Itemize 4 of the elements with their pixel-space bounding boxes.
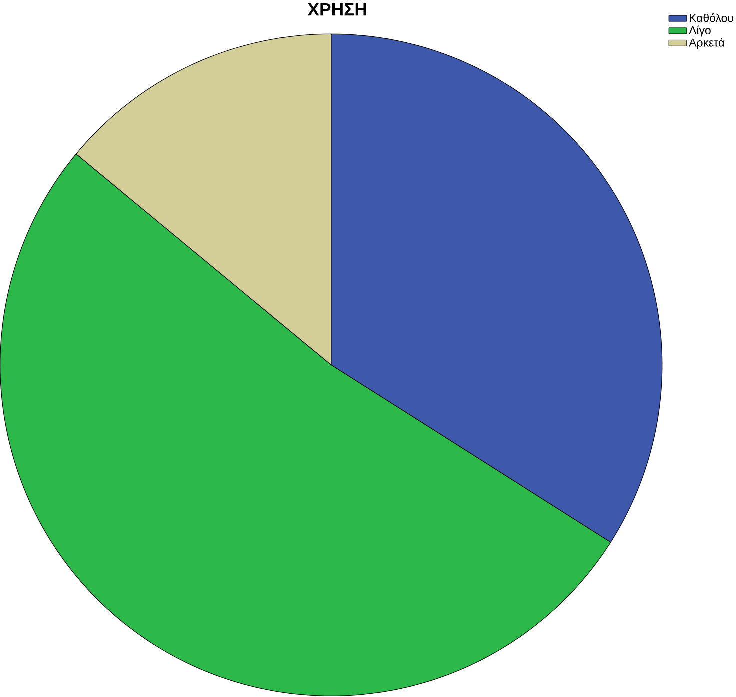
legend-label: Λίγο: [689, 26, 711, 38]
chart-title: ΧΡΗΣΗ: [308, 4, 366, 16]
legend-label: Καθόλου: [690, 14, 734, 23]
legend-label: Αρκετά: [689, 38, 725, 50]
